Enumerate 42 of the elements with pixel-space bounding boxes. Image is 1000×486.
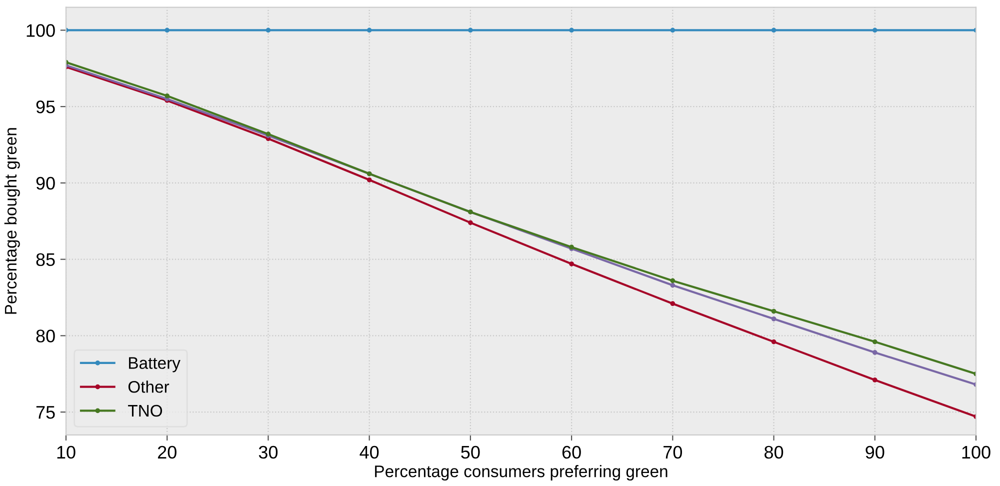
point bbox=[771, 339, 776, 344]
point bbox=[872, 339, 878, 344]
point bbox=[164, 28, 170, 33]
x-tick-label: 50 bbox=[461, 446, 480, 459]
point bbox=[771, 28, 776, 33]
point bbox=[872, 378, 878, 382]
y-tick-label: 80 bbox=[36, 330, 55, 342]
y-tick-label: 95 bbox=[36, 100, 55, 114]
point bbox=[670, 278, 676, 284]
x-tick-label: 80 bbox=[764, 446, 784, 459]
point bbox=[569, 261, 574, 266]
x-tick-label: 70 bbox=[664, 446, 682, 459]
y-tick-label: 75 bbox=[36, 406, 55, 419]
x-tick-label: 100 bbox=[962, 446, 990, 459]
point bbox=[670, 301, 676, 306]
point bbox=[872, 350, 878, 355]
x-tick-label: 90 bbox=[866, 446, 884, 459]
point bbox=[670, 282, 676, 288]
x-tick-label: 40 bbox=[360, 446, 379, 459]
legend-label: Other bbox=[128, 380, 170, 393]
x-tick-label: 60 bbox=[562, 446, 581, 459]
point bbox=[569, 28, 574, 33]
point bbox=[771, 308, 776, 314]
legend-label: TNO bbox=[128, 404, 162, 417]
y-axis-title: Percentage bought green bbox=[4, 128, 20, 314]
point bbox=[771, 316, 776, 322]
x-tick-label: 30 bbox=[258, 446, 278, 459]
y-tick-label: 100 bbox=[26, 24, 55, 37]
legend-label: Battery bbox=[129, 357, 180, 372]
point bbox=[366, 177, 372, 182]
point bbox=[468, 220, 473, 226]
x-tick-label: 10 bbox=[57, 446, 76, 459]
y-tick-label: 85 bbox=[36, 253, 55, 266]
point bbox=[670, 28, 676, 33]
point bbox=[468, 28, 473, 33]
point bbox=[266, 28, 271, 33]
point bbox=[872, 28, 878, 33]
x-tick-label: 20 bbox=[158, 446, 176, 459]
point bbox=[366, 28, 372, 33]
x-axis-title: Percentage consumers preferring green bbox=[375, 464, 668, 481]
y-tick-label: 90 bbox=[36, 176, 55, 190]
point bbox=[164, 93, 170, 98]
